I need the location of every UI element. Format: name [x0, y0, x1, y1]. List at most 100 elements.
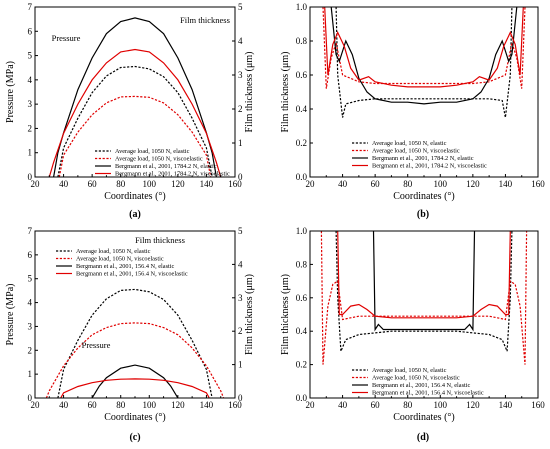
series-line-1 — [57, 288, 213, 398]
x-tick-label: 20 — [31, 179, 41, 189]
x-tick-label: 120 — [466, 400, 480, 410]
chart-annotation: Pressure — [52, 33, 81, 43]
y-tick-label: 0.4 — [296, 104, 308, 114]
series-line-1 — [335, 7, 513, 118]
series-line-4 — [324, 7, 524, 88]
y-tick-label: 1 — [28, 369, 33, 379]
legend-label: Bergmann et al., 2001, 156.4 N, elastic — [76, 263, 175, 270]
y2-tick-label: 2 — [238, 104, 243, 114]
x-axis-title: Coordinates (°) — [393, 412, 454, 423]
x-tick-label: 140 — [499, 179, 513, 189]
y-tick-label: 0.8 — [296, 36, 308, 46]
x-tick-label: 100 — [143, 179, 157, 189]
y-tick-label: 0 — [28, 393, 33, 403]
y-tick-label: 0.2 — [296, 360, 307, 370]
y-tick-label: 0.4 — [296, 326, 308, 336]
legend-label: Bergmann et al., 2001, 1784.2 N, viscoel… — [372, 163, 487, 170]
y-tick-label: 5 — [28, 51, 33, 61]
legend-label: Bergmann et al., 2001, 156.4 N, viscoela… — [372, 390, 484, 397]
y2-tick-label: 3 — [238, 70, 243, 80]
y-tick-label: 0.2 — [296, 138, 307, 148]
y2-tick-label: 4 — [238, 36, 243, 46]
x-tick-label: 160 — [531, 179, 545, 189]
x-tick-label: 80 — [116, 400, 126, 410]
x-tick-label: 100 — [434, 400, 448, 410]
legend-label: Bergmann et al., 2001, 1784.2 N, viscoel… — [115, 171, 230, 178]
x-tick-label: 20 — [306, 179, 316, 189]
y-tick-label: 6 — [28, 26, 33, 36]
legend-label: Bergmann et al., 2001, 156.4 N, viscoela… — [76, 271, 188, 278]
x-tick-label: 120 — [171, 179, 185, 189]
panel-label: (c) — [129, 432, 140, 443]
y-tick-label: 0 — [28, 172, 33, 182]
y2-tick-label: 5 — [238, 226, 243, 236]
x-tick-label: 120 — [466, 179, 480, 189]
panel-label: (d) — [417, 432, 429, 443]
chart-annotation: Pressure — [82, 340, 111, 350]
y2-tick-label: 1 — [238, 138, 243, 148]
y-tick-label: 2 — [28, 123, 33, 133]
x-tick-label: 140 — [200, 400, 214, 410]
x-tick-label: 80 — [403, 179, 413, 189]
y2-tick-label: 2 — [238, 326, 243, 336]
x-tick-label: 40 — [59, 400, 69, 410]
chart-annotation: Film thickness — [180, 15, 230, 25]
series-line-3 — [372, 231, 476, 332]
series-line-1 — [335, 231, 513, 352]
y2-tick-label: 4 — [238, 259, 243, 269]
series-line-2 — [45, 322, 225, 398]
x-tick-label: 20 — [306, 400, 316, 410]
x-tick-label: 80 — [403, 400, 413, 410]
y-tick-label: 4 — [28, 75, 33, 85]
y-axis-title: Pressure (MPa) — [5, 284, 16, 346]
panel-label: (a) — [129, 209, 141, 220]
y-tick-label: 0.0 — [296, 172, 308, 182]
x-tick-label: 100 — [143, 400, 157, 410]
y-tick-label: 7 — [28, 2, 33, 12]
x-tick-label: 60 — [88, 400, 98, 410]
y-tick-label: 0.0 — [296, 393, 308, 403]
y-tick-label: 3 — [28, 99, 33, 109]
x-tick-label: 160 — [228, 179, 242, 189]
series-line-4 — [337, 231, 511, 319]
legend-label: Average load, 1050 N, elastic — [372, 140, 447, 147]
y2-tick-label: 0 — [238, 172, 243, 182]
y2-tick-label: 1 — [238, 360, 243, 370]
x-tick-label: 80 — [116, 179, 126, 189]
series-line-4 — [48, 48, 222, 177]
series-line-1 — [57, 65, 213, 177]
legend-label: Average load, 1050 N, elastic — [76, 248, 151, 255]
x-tick-label: 20 — [31, 400, 41, 410]
x-axis-title: Coordinates (°) — [104, 412, 165, 423]
x-tick-label: 140 — [200, 179, 214, 189]
x-tick-label: 100 — [434, 179, 448, 189]
x-tick-label: 140 — [499, 400, 513, 410]
y-axis-title: Film thickness (μm) — [280, 52, 291, 133]
series-line-2 — [58, 95, 212, 177]
x-tick-label: 40 — [338, 400, 348, 410]
x-tick-label: 40 — [338, 179, 348, 189]
x-tick-label: 160 — [531, 400, 545, 410]
legend-label: Bergmann et al., 2001, 156.4 N, elastic — [372, 382, 471, 389]
series-line-3 — [53, 17, 217, 177]
y2-axis-title: Film thickness (μm) — [244, 52, 255, 133]
x-tick-label: 60 — [371, 179, 381, 189]
y-axis-title: Pressure (MPa) — [5, 61, 16, 123]
legend-label: Bergmann et al., 2001, 1784.2 N, elastic — [115, 163, 217, 170]
y-tick-label: 5 — [28, 274, 33, 284]
y-tick-label: 0.6 — [296, 293, 308, 303]
chart-annotation: Film thickness — [135, 235, 185, 245]
legend-label: Average load, 1050 N, viscoelastic — [115, 156, 203, 163]
y-tick-label: 7 — [28, 226, 33, 236]
series-line-3 — [91, 364, 179, 398]
chart-panel-2: 20 40 60 80 100 120 140 160 0.0 0.2 0.4 0.6 0.8 1.0 Co… — [280, 2, 545, 220]
legend-label: Bergmann et al., 2001, 1784.2 N, elastic — [372, 155, 474, 162]
panel-label: (b) — [417, 209, 429, 220]
series-line-2 — [320, 231, 528, 365]
